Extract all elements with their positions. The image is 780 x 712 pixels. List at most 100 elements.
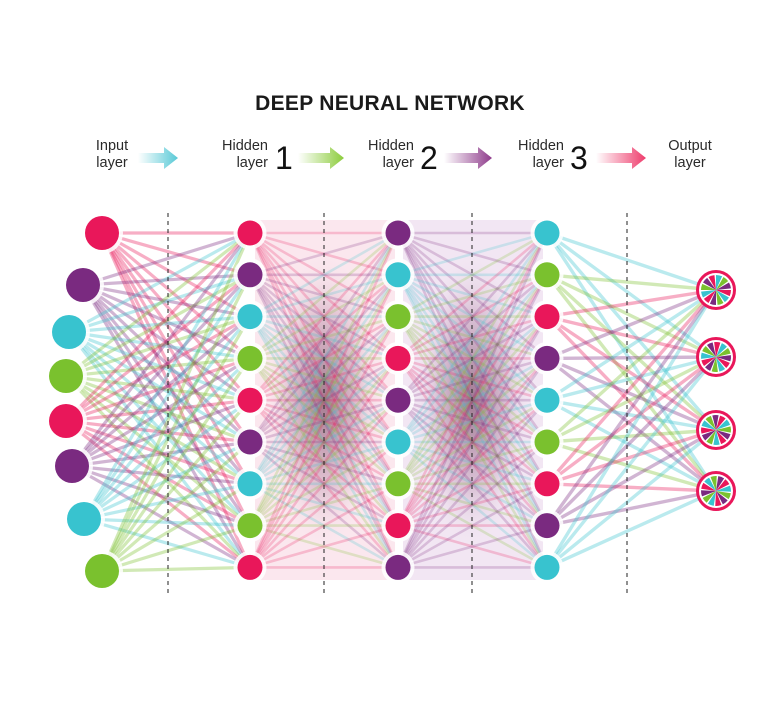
pinwheel-slice — [702, 491, 716, 503]
edge-1-0-2 — [248, 231, 400, 318]
edge-1-4-8 — [248, 398, 400, 569]
edge-0-1-1 — [81, 273, 252, 287]
pinwheel-slice — [709, 290, 716, 305]
hidden-2-node-1 — [385, 220, 411, 246]
edge-3-5-1 — [545, 355, 718, 444]
stage-number-3: 3 — [570, 140, 588, 176]
hidden-2-node-4 — [385, 345, 411, 371]
edge-1-8-4 — [248, 398, 400, 569]
edge-0-5-0 — [70, 231, 252, 468]
pinwheel-slice — [701, 427, 716, 434]
edge-0-3-5 — [64, 374, 252, 444]
pinwheel-slice — [703, 277, 716, 290]
edge-3-7-0 — [545, 288, 718, 528]
hidden-3-node-2 — [534, 262, 560, 288]
edge-2-5-7 — [396, 440, 549, 527]
hidden-2-node-2 — [385, 262, 411, 288]
pinwheel-slice — [716, 479, 730, 491]
edge-0-2-6 — [67, 330, 252, 486]
pinwheel-slice — [716, 426, 731, 433]
pinwheel-slice — [716, 419, 731, 430]
edge-2-7-3 — [396, 357, 549, 527]
edge-2-1-6 — [396, 273, 549, 486]
edge-0-2-0 — [67, 231, 252, 334]
edge-0-2-7 — [67, 330, 252, 528]
edge-0-7-8 — [100, 565, 252, 573]
edge-0-0-1 — [100, 231, 252, 277]
edge-2-4-3 — [396, 357, 549, 402]
edge-0-1-8 — [81, 283, 252, 570]
edge-1-6-1 — [248, 273, 400, 486]
edge-1-8-7 — [248, 524, 400, 569]
edge-2-2-3 — [396, 315, 549, 360]
pinwheel-slice — [712, 415, 719, 430]
pinwheel-slice — [701, 420, 716, 430]
edge-1-3-1 — [248, 273, 400, 360]
pinwheel-slice — [716, 430, 731, 440]
pinwheel-slice — [716, 347, 731, 357]
pinwheel-slice — [705, 415, 716, 430]
edge-0-0-2 — [100, 231, 252, 319]
edge-2-0-7 — [396, 231, 549, 527]
edge-1-0-4 — [248, 231, 400, 402]
stage-label-input-line2: layer — [96, 155, 128, 171]
hidden-1-node-7 — [237, 471, 263, 497]
hidden-2-node-5 — [385, 387, 411, 413]
stage-arrows — [138, 147, 646, 169]
edge-0-4-7 — [64, 419, 252, 528]
edge-3-6-3 — [545, 482, 718, 493]
edge-2-4-0 — [396, 231, 549, 402]
stage-arrow-2 — [298, 147, 344, 169]
pinwheel-slice — [707, 491, 716, 506]
diagram-title: DEEP NEURAL NETWORK — [255, 92, 525, 115]
input-node-5 — [49, 404, 83, 438]
edge-0-5-2 — [70, 315, 252, 468]
edge-1-2-8 — [248, 315, 400, 569]
edge-2-4-1 — [396, 273, 549, 402]
edge-0-2-2 — [67, 315, 252, 334]
input-node-3 — [52, 315, 86, 349]
edge-2-0-5 — [396, 231, 549, 444]
edge-0-0-5 — [100, 231, 252, 444]
pinwheel-slice — [710, 476, 717, 491]
edge-1-2-5 — [248, 315, 400, 444]
input-node-1 — [85, 216, 119, 250]
input-node-4 — [49, 359, 83, 393]
output-node-3 — [696, 410, 736, 450]
edge-0-5-5 — [70, 440, 252, 468]
stage-label-output-line2: layer — [674, 155, 706, 171]
edge-3-3-1 — [545, 355, 718, 361]
edge-2-6-4 — [396, 398, 549, 486]
edge-2-7-5 — [396, 440, 549, 527]
pinwheel-slice — [716, 430, 727, 445]
stage-arrow-3 — [444, 147, 492, 169]
pinwheel-slice — [702, 346, 716, 357]
edge-3-7-2 — [545, 428, 718, 528]
edge-3-7-1 — [545, 355, 718, 528]
edge-0-4-4 — [64, 398, 252, 423]
edge-3-8-2 — [545, 428, 718, 570]
pinwheel-slice — [716, 343, 727, 357]
edge-2-4-6 — [396, 398, 549, 486]
edge-1-2-0 — [248, 231, 400, 318]
pinwheel-slice — [716, 282, 731, 290]
edge-3-2-0 — [545, 288, 718, 319]
edge-3-6-1 — [545, 355, 718, 486]
pinwheel-slice — [716, 491, 731, 500]
edge-0-6-0 — [82, 231, 252, 521]
edge-0-6-8 — [82, 517, 252, 570]
edge-2-3-7 — [396, 357, 549, 527]
edge-2-7-0 — [396, 231, 549, 527]
edge-0-1-0 — [81, 231, 252, 287]
pinwheel-slice — [701, 352, 716, 359]
edge-0-4-0 — [64, 231, 252, 423]
stage-label-hidden-1-line1: Hidden — [222, 138, 268, 154]
edge-0-0-8 — [100, 231, 252, 570]
stage-label-hidden-2-line1: Hidden — [368, 138, 414, 154]
pinwheel-slice — [716, 275, 723, 290]
edge-1-1-6 — [248, 273, 400, 486]
output-node-2 — [696, 337, 736, 377]
edge-1-1-3 — [248, 273, 400, 360]
edge-0-3-1 — [64, 273, 252, 378]
pinwheel-slice — [708, 275, 716, 290]
